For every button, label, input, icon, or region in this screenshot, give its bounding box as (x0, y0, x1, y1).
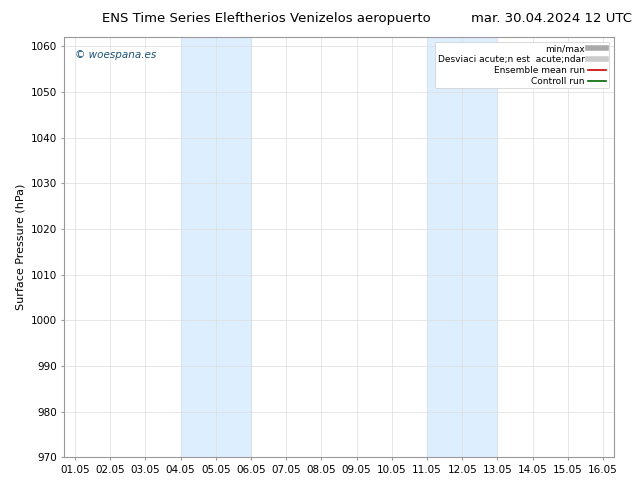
Legend: min/max, Desviaci acute;n est  acute;ndar, Ensemble mean run, Controll run: min/max, Desviaci acute;n est acute;ndar… (435, 42, 609, 88)
Bar (181, 37, 251, 457)
Text: mar. 30.04.2024 12 UTC: mar. 30.04.2024 12 UTC (471, 12, 632, 25)
Y-axis label: Surface Pressure (hPa): Surface Pressure (hPa) (15, 184, 25, 310)
Text: © woespana.es: © woespana.es (75, 49, 157, 60)
Bar (427, 37, 498, 457)
Text: ENS Time Series Eleftherios Venizelos aeropuerto: ENS Time Series Eleftherios Venizelos ae… (102, 12, 430, 25)
